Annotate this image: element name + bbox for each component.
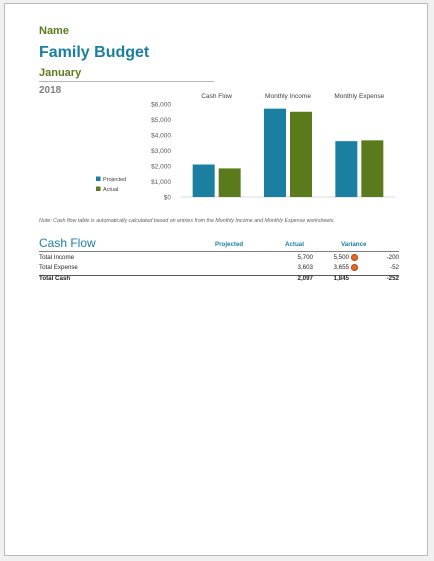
page-title: Family Budget — [39, 44, 150, 61]
budget-chart[interactable]: $0 $1,000 $2,000 $3,000 $4,000 $5,000 $6,000 Ca… — [5, 4, 429, 216]
table-row-total-income[interactable]: Total Income 5,700 5,500 -200 — [39, 253, 399, 263]
projected-value[interactable]: 5,700 — [297, 254, 313, 261]
legend-label: Projected — [103, 177, 126, 183]
category-label: Monthly Expense — [334, 93, 384, 100]
projected-value[interactable]: 3,603 — [297, 264, 313, 271]
month-label[interactable]: January — [39, 67, 82, 79]
bar-projected[interactable] — [264, 108, 286, 197]
actual-value: 1,845 — [333, 275, 349, 282]
y-tick-label: $6,000 — [151, 102, 171, 109]
red-circle-icon — [351, 264, 358, 271]
variance-header: Variance — [341, 241, 367, 248]
y-tick-label: $1,000 — [151, 179, 171, 186]
month-divider — [39, 81, 214, 82]
category-label: Monthly Income — [265, 93, 311, 100]
actual-value[interactable]: 3,655 — [333, 264, 349, 271]
bar-actual[interactable] — [290, 111, 312, 197]
y-tick-label: $0 — [164, 195, 172, 202]
y-tick-label: $3,000 — [151, 148, 171, 155]
projected-value: 2,097 — [297, 275, 313, 282]
projected-header: Projected — [215, 241, 244, 248]
legend-label: Actual — [103, 187, 118, 193]
y-tick-label: $2,000 — [151, 164, 171, 171]
variance-value: -252 — [386, 275, 399, 282]
table-header-rule — [39, 251, 399, 252]
table-row-total-cash[interactable]: Total Cash 2,097 1,845 -252 — [39, 274, 399, 284]
variance-value: -200 — [386, 254, 399, 261]
actual-value[interactable]: 5,500 — [333, 254, 349, 261]
row-label: Total Income — [39, 254, 75, 261]
actual-header: Actual — [285, 241, 304, 248]
y-tick-label: $5,000 — [151, 117, 171, 124]
category-label: Cash Flow — [201, 93, 232, 100]
row-label: Total Expense — [39, 264, 78, 271]
year-label[interactable]: 2018 — [39, 85, 62, 96]
bar-projected[interactable] — [335, 141, 358, 197]
variance-value: -52 — [390, 264, 399, 271]
bar-actual[interactable] — [218, 168, 241, 197]
bar-actual[interactable] — [361, 140, 384, 197]
name-label[interactable]: Name — [39, 25, 69, 37]
bar-projected[interactable] — [192, 164, 215, 197]
legend-swatch — [96, 186, 101, 191]
total-divider — [39, 275, 399, 276]
legend-swatch — [96, 176, 101, 181]
y-tick-label: $4,000 — [151, 133, 171, 140]
red-circle-icon — [351, 254, 358, 261]
table-row-total-expense[interactable]: Total Expense 3,603 3,655 -52 — [39, 263, 399, 273]
worksheet-page: Name Family Budget January 2018 $0 $1,000… — [4, 3, 428, 556]
cash-flow-title: Cash Flow — [39, 236, 96, 250]
chart-note: Note: Cash flow table is automatically c… — [39, 218, 335, 224]
row-label: Total Cash — [39, 275, 71, 282]
